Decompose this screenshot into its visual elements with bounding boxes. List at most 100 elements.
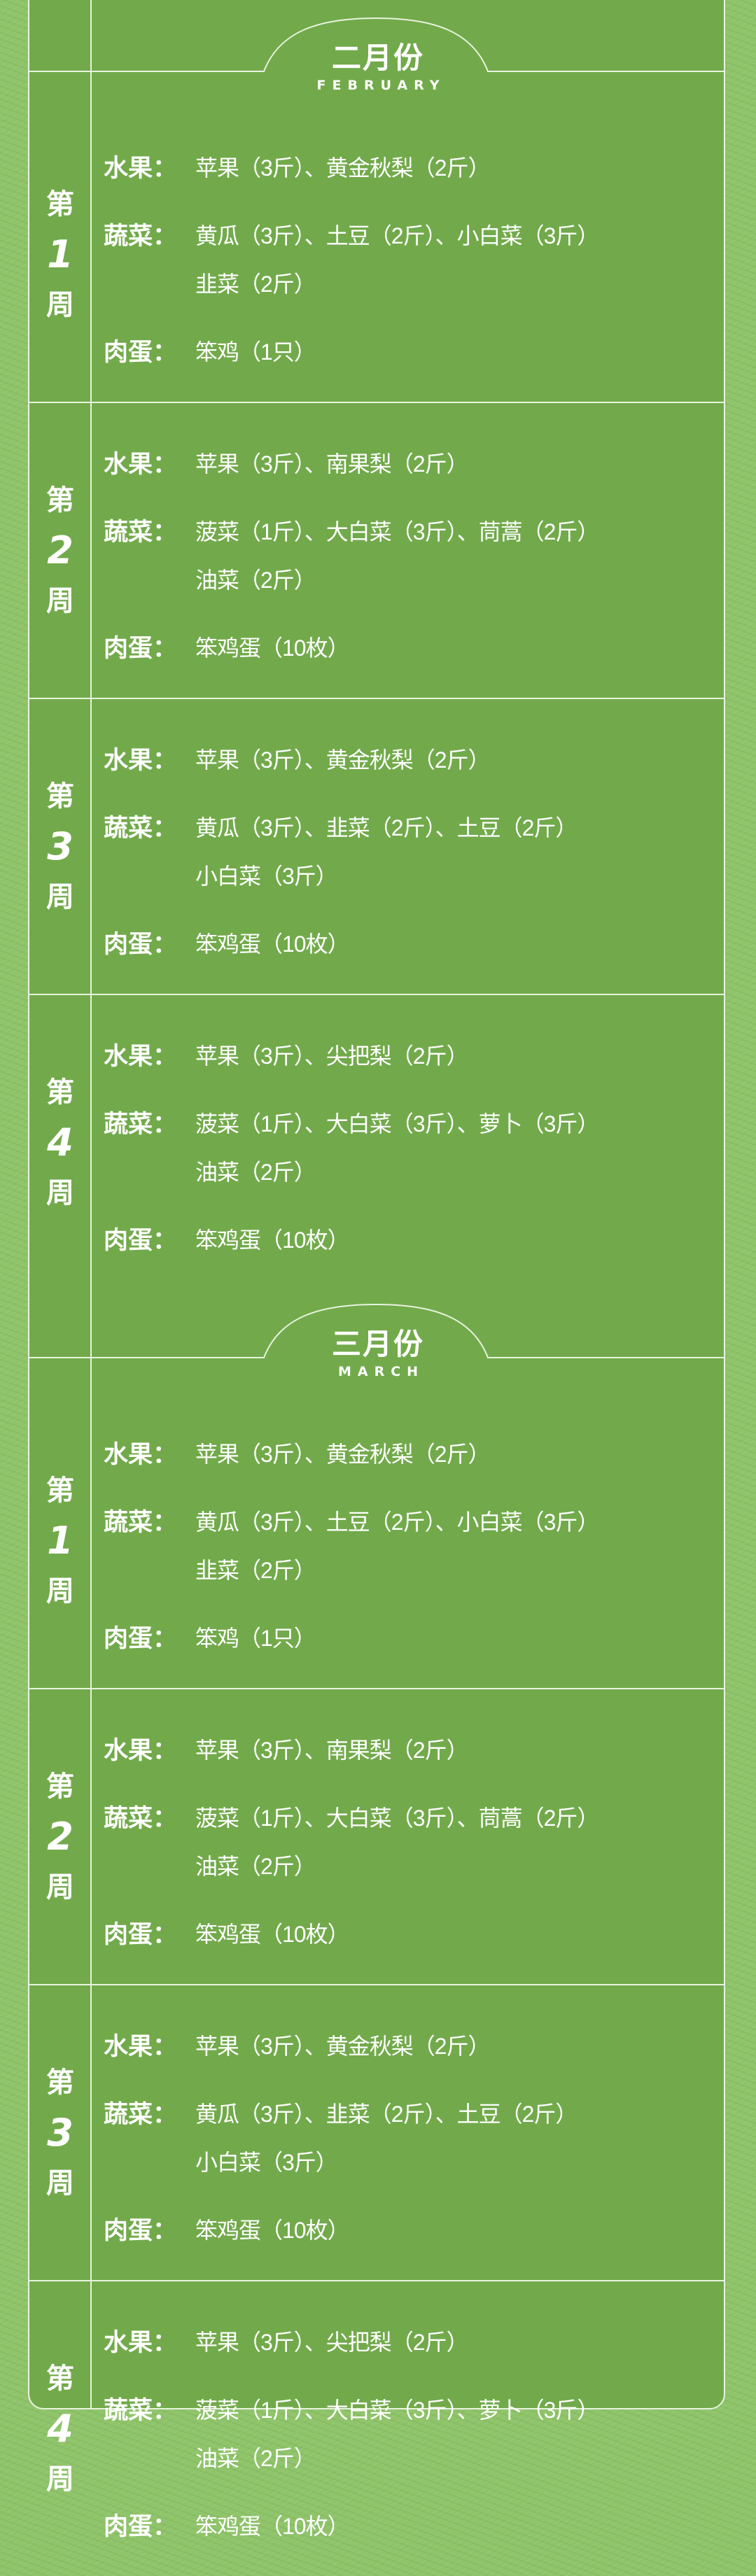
food-group: 水果： 苹果（3斤）、黄金秋梨（2斤） [104, 736, 725, 784]
month-header-arch [29, 17, 724, 72]
week-suffix: 周 [46, 1575, 74, 1607]
food-group-items: 菠菜（1斤）、大白菜（3斤）、萝卜（3斤） 油菜（2斤） [195, 1100, 599, 1197]
food-group: 水果： 苹果（3斤）、南果梨（2斤） [104, 1726, 725, 1775]
food-group-label: 蔬菜： [104, 223, 178, 250]
food-item-line: 菠菜（1斤）、大白菜（3斤）、萝卜（3斤） [195, 2398, 599, 2423]
week-label: 第 1 周 [29, 107, 91, 402]
week-row: 第 2 周 水果： 苹果（3斤）、南果梨（2斤） 蔬菜： 菠菜（1斤）、大白菜（3斤）、茼蒿… [29, 1689, 725, 1985]
month-section: 三月份 MARCH 第 1 周水果： 苹果（3斤）、黄金秋梨（2斤） 蔬菜： 黄瓜（3斤）、土… [29, 1303, 725, 2576]
food-item-line: 笨鸡蛋（10枚） [195, 1922, 350, 1947]
food-item-line: 韭菜（2斤） [195, 1558, 316, 1583]
food-group-label: 肉蛋： [104, 1625, 178, 1652]
food-item-line: 小白菜（3斤） [195, 2150, 338, 2175]
food-group: 水果： 苹果（3斤）、黄金秋梨（2斤） [104, 144, 725, 192]
week-label: 第 2 周 [29, 1689, 91, 1984]
food-group-label: 蔬菜： [104, 815, 178, 842]
food-group-items: 苹果（3斤）、南果梨（2斤） [195, 440, 469, 488]
food-item-line: 笨鸡蛋（10枚） [195, 1227, 350, 1253]
food-item-line: 笨鸡蛋（10枚） [195, 2218, 350, 2243]
week-number: 1 [47, 1518, 74, 1563]
food-group-items: 菠菜（1斤）、大白菜（3斤）、萝卜（3斤） 油菜（2斤） [195, 2386, 599, 2483]
food-item-line: 菠菜（1斤）、大白菜（3斤）、萝卜（3斤） [195, 1111, 599, 1136]
week-row: 第 4 周 水果： 苹果（3斤）、尖把梨（2斤） 蔬菜： 菠菜（1斤）、大白菜（3斤）、萝卜… [29, 995, 725, 1290]
week-number: 1 [47, 232, 74, 276]
food-group-items: 苹果（3斤）、黄金秋梨（2斤） [195, 2022, 491, 2071]
food-group-items: 笨鸡蛋（10枚） [195, 1216, 350, 1265]
food-group: 蔬菜： 黄瓜（3斤）、土豆（2斤）、小白菜（3斤） 韭菜（2斤） [104, 1498, 725, 1595]
week-number: 2 [47, 1814, 74, 1859]
food-group-label: 蔬菜： [104, 2397, 178, 2424]
food-group-items: 苹果（3斤）、尖把梨（2斤） [195, 1032, 469, 1081]
food-group-items: 菠菜（1斤）、大白菜（3斤）、茼蒿（2斤） 油菜（2斤） [195, 1794, 599, 1891]
week-suffix: 周 [46, 1176, 74, 1209]
week-prefix: 第 [46, 1474, 74, 1507]
week-label: 第 3 周 [29, 699, 91, 994]
week-number: 3 [47, 2110, 74, 2155]
food-group-items: 苹果（3斤）、尖把梨（2斤） [195, 2318, 469, 2367]
food-group-items: 笨鸡（1只） [195, 328, 316, 376]
month-header: 三月份 MARCH [29, 1303, 725, 1393]
month-section: 二月份 FEBRUARY 第 1 周水果： 苹果（3斤）、黄金秋梨（2斤） 蔬菜： 黄瓜（3斤… [29, 17, 725, 1290]
food-group-label: 肉蛋： [104, 931, 178, 958]
food-group: 水果： 苹果（3斤）、尖把梨（2斤） [104, 2318, 725, 2367]
food-group: 肉蛋： 笨鸡蛋（10枚） [104, 920, 725, 969]
food-group-label: 水果： [104, 451, 178, 478]
food-group-items: 笨鸡蛋（10枚） [195, 2207, 350, 2255]
week-number: 2 [47, 528, 74, 572]
week-row: 第 3 周 水果： 苹果（3斤）、黄金秋梨（2斤） 蔬菜： 黄瓜（3斤）、韭菜（2斤）、土豆… [29, 1985, 725, 2281]
food-group-items: 笨鸡（1只） [195, 1614, 316, 1663]
food-group-label: 蔬菜： [104, 1805, 178, 1832]
food-item-line: 黄瓜（3斤）、韭菜（2斤）、土豆（2斤） [195, 815, 578, 840]
food-group-label: 蔬菜： [104, 1111, 178, 1138]
food-item-line: 油菜（2斤） [195, 1160, 316, 1185]
week-prefix: 第 [46, 484, 74, 516]
food-item-line: 苹果（3斤）、黄金秋梨（2斤） [195, 155, 491, 181]
week-label: 第 3 周 [29, 1985, 91, 2280]
food-group-items: 苹果（3斤）、黄金秋梨（2斤） [195, 1430, 491, 1479]
food-group-items: 黄瓜（3斤）、土豆（2斤）、小白菜（3斤） 韭菜（2斤） [195, 212, 599, 309]
food-group: 肉蛋： 笨鸡蛋（10枚） [104, 2503, 725, 2551]
food-item-line: 油菜（2斤） [195, 568, 316, 593]
food-group-items: 笨鸡蛋（10枚） [195, 1910, 350, 1959]
week-prefix: 第 [46, 1770, 74, 1803]
week-prefix: 第 [46, 1076, 74, 1108]
food-item-line: 苹果（3斤）、尖把梨（2斤） [195, 2330, 469, 2355]
week-label: 第 2 周 [29, 403, 91, 698]
food-group: 水果： 苹果（3斤）、黄金秋梨（2斤） [104, 1430, 725, 1479]
week-suffix: 周 [46, 1871, 74, 1903]
food-group: 蔬菜： 菠菜（1斤）、大白菜（3斤）、茼蒿（2斤） 油菜（2斤） [104, 508, 725, 605]
food-group-label: 蔬菜： [104, 2101, 178, 2128]
food-group-items: 黄瓜（3斤）、韭菜（2斤）、土豆（2斤） 小白菜（3斤） [195, 804, 578, 901]
week-number: 3 [47, 824, 74, 868]
week-row: 第 2 周 水果： 苹果（3斤）、南果梨（2斤） 蔬菜： 菠菜（1斤）、大白菜（3斤）、茼蒿… [29, 403, 725, 699]
food-group-items: 苹果（3斤）、南果梨（2斤） [195, 1726, 469, 1775]
food-item-line: 黄瓜（3斤）、土豆（2斤）、小白菜（3斤） [195, 1509, 599, 1535]
food-item-line: 菠菜（1斤）、大白菜（3斤）、茼蒿（2斤） [195, 519, 599, 544]
week-prefix: 第 [46, 2066, 74, 2099]
week-suffix: 周 [46, 288, 74, 321]
food-item-line: 黄瓜（3斤）、土豆（2斤）、小白菜（3斤） [195, 223, 599, 248]
food-item-line: 苹果（3斤）、黄金秋梨（2斤） [195, 2034, 491, 2059]
week-suffix: 周 [46, 880, 74, 913]
food-item-line: 油菜（2斤） [195, 1854, 316, 1879]
food-group: 水果： 苹果（3斤）、南果梨（2斤） [104, 440, 725, 488]
food-group: 肉蛋： 笨鸡（1只） [104, 328, 725, 376]
week-prefix: 第 [46, 2362, 74, 2395]
food-item-line: 苹果（3斤）、南果梨（2斤） [195, 1738, 469, 1763]
food-group: 水果： 苹果（3斤）、黄金秋梨（2斤） [104, 2022, 725, 2071]
week-prefix: 第 [46, 188, 74, 220]
food-group-label: 水果： [104, 2033, 178, 2060]
food-group: 蔬菜： 黄瓜（3斤）、韭菜（2斤）、土豆（2斤） 小白菜（3斤） [104, 2090, 725, 2187]
food-group-label: 肉蛋： [104, 339, 178, 366]
food-group: 肉蛋： 笨鸡蛋（10枚） [104, 1910, 725, 1959]
monthly-schedule: 二月份 FEBRUARY 第 1 周水果： 苹果（3斤）、黄金秋梨（2斤） 蔬菜： 黄瓜（3斤… [29, 17, 725, 2576]
week-number: 4 [47, 1120, 74, 1164]
week-label: 第 4 周 [29, 995, 91, 1290]
food-group: 蔬菜： 菠菜（1斤）、大白菜（3斤）、萝卜（3斤） 油菜（2斤） [104, 1100, 725, 1197]
food-group-label: 水果： [104, 1737, 178, 1764]
food-item-line: 苹果（3斤）、黄金秋梨（2斤） [195, 747, 491, 773]
food-group-label: 蔬菜： [104, 519, 178, 546]
food-group: 肉蛋： 笨鸡蛋（10枚） [104, 2207, 725, 2255]
food-group-items: 黄瓜（3斤）、土豆（2斤）、小白菜（3斤） 韭菜（2斤） [195, 1498, 599, 1595]
week-row: 第 4 周 水果： 苹果（3斤）、尖把梨（2斤） 蔬菜： 菠菜（1斤）、大白菜（3斤）、萝卜… [29, 2281, 725, 2576]
